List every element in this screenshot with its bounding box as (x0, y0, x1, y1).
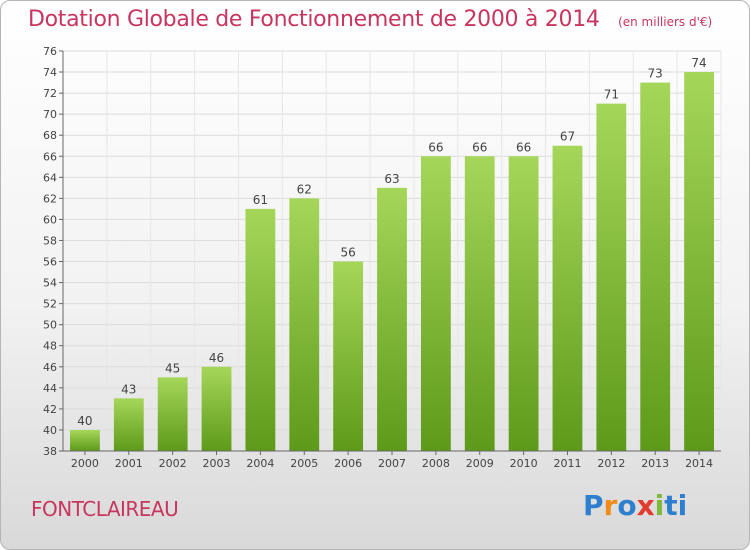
y-tick-label: 46 (43, 361, 57, 374)
y-tick-label: 54 (43, 277, 57, 290)
y-tick-label: 52 (43, 298, 57, 311)
data-label: 71 (604, 88, 619, 102)
y-tick-label: 44 (43, 382, 57, 395)
bar-2001 (113, 398, 144, 451)
data-label: 46 (209, 351, 224, 365)
data-label: 74 (691, 56, 706, 70)
y-tick-label: 56 (43, 256, 57, 269)
data-label: 67 (560, 130, 575, 144)
data-label: 73 (648, 67, 663, 81)
axes: 38 40 42 44 46 48 50 52 54 56 58 60 62 64 66 68 70 72 74 76… (43, 45, 721, 470)
data-label: 63 (384, 172, 399, 186)
data-label: 40 (77, 414, 92, 428)
chart-subtitle: (en milliers d'€) (618, 15, 713, 29)
data-label: 66 (428, 140, 443, 154)
y-tick-label: 64 (43, 171, 57, 184)
bar-2008 (420, 156, 451, 451)
bar-2007 (377, 187, 407, 451)
y-tick-label: 38 (43, 445, 57, 458)
bars (70, 72, 714, 451)
bar-2011 (552, 145, 583, 451)
data-labels: 40 43 45 46 61 62 56 63 66 66 66 67 71 73 74 (77, 56, 706, 428)
data-label: 66 (472, 140, 487, 154)
bar-2004 (245, 208, 276, 451)
data-label: 56 (340, 246, 355, 260)
x-tick-label: 2006 (334, 457, 362, 470)
y-tick-label: 72 (43, 87, 57, 100)
y-tick-label: 60 (43, 213, 57, 226)
x-tick-label: 2003 (203, 457, 231, 470)
bar-2006 (333, 261, 364, 451)
bar-2000 (70, 429, 100, 451)
x-tick-label: 2005 (290, 457, 318, 470)
proxiti-logo[interactable]: Proxiti (583, 489, 688, 522)
y-tick-label: 42 (43, 403, 57, 416)
data-label: 61 (253, 193, 268, 207)
bar-2010 (508, 156, 539, 451)
x-tick-label: 2011 (553, 457, 581, 470)
x-tick-label: 2007 (378, 457, 406, 470)
x-tick-label: 2000 (71, 457, 99, 470)
bar-2002 (157, 377, 188, 451)
y-tick-label: 50 (43, 319, 57, 332)
x-tick-label: 2002 (159, 457, 187, 470)
data-label: 45 (165, 361, 180, 375)
bar-2012 (596, 103, 627, 451)
y-tick-label: 68 (43, 129, 57, 142)
data-label: 62 (297, 182, 312, 196)
y-tick-label: 66 (43, 150, 57, 163)
bar-2009 (464, 156, 495, 451)
bar-2003 (201, 366, 232, 451)
x-tick-label: 2009 (466, 457, 494, 470)
town-name: FONTCLAIREAU (31, 497, 179, 521)
y-tick-label: 62 (43, 192, 57, 205)
y-tick-label: 70 (43, 108, 57, 121)
y-tick-label: 58 (43, 234, 57, 247)
y-tick-label: 74 (43, 66, 57, 79)
chart-title: Dotation Globale de Fonctionnement de 20… (28, 7, 600, 32)
data-label: 43 (121, 382, 136, 396)
data-label: 66 (516, 140, 531, 154)
bar-2005 (289, 198, 320, 451)
x-tick-label: 2004 (246, 457, 274, 470)
bar-2014 (684, 72, 714, 451)
x-tick-label: 2014 (685, 457, 713, 470)
y-tick-label: 76 (43, 45, 57, 58)
x-tick-label: 2013 (641, 457, 669, 470)
x-tick-label: 2008 (422, 457, 450, 470)
bar-2013 (640, 82, 671, 451)
y-tick-label: 48 (43, 340, 57, 353)
y-tick-label: 40 (43, 424, 57, 437)
x-tick-label: 2012 (597, 457, 625, 470)
x-tick-label: 2010 (510, 457, 538, 470)
x-tick-label: 2001 (115, 457, 143, 470)
chart-title-block: Dotation Globale de Fonctionnement de 20… (28, 7, 712, 32)
